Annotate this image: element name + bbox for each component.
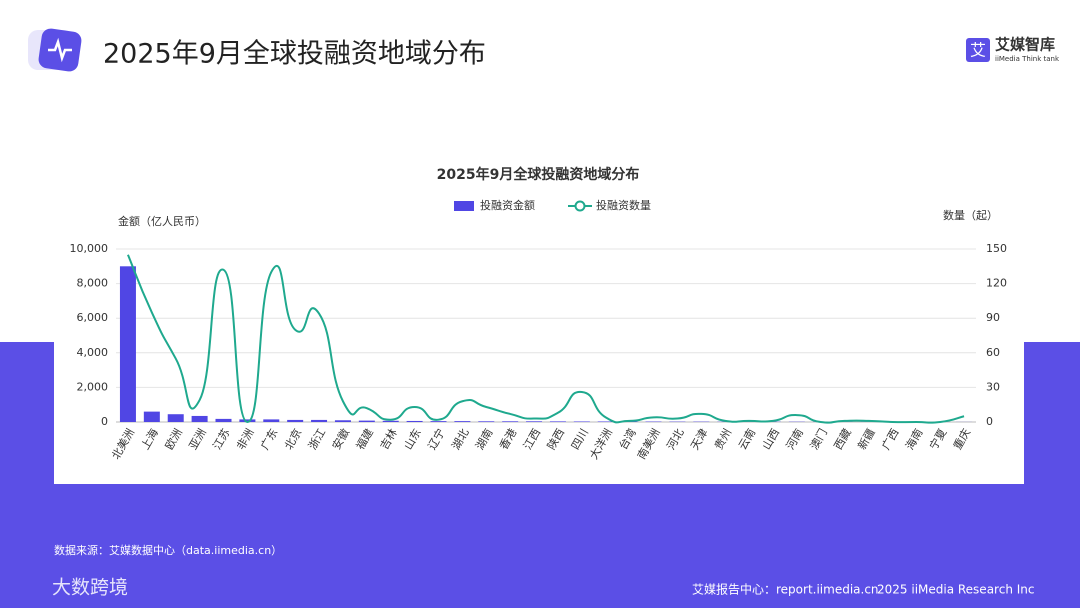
bar — [597, 421, 614, 422]
y2-tick-label: 90 — [986, 311, 1000, 324]
bar — [358, 420, 375, 422]
y2-tick-label: 150 — [986, 242, 1007, 255]
legend-label: 投融资数量 — [596, 198, 651, 212]
bar — [143, 411, 160, 422]
bar — [215, 418, 232, 422]
y-tick-label: 6,000 — [77, 311, 109, 324]
legend-label: 投融资金额 — [480, 198, 535, 212]
bar — [502, 421, 519, 422]
legend-swatch — [574, 200, 586, 212]
report-site: 艾媒报告中心：report.iimedia.cn — [692, 582, 879, 597]
line — [127, 254, 965, 424]
y-tick-label: 4,000 — [77, 346, 109, 359]
bar — [263, 419, 280, 422]
bar — [526, 421, 543, 422]
y2-tick-label: 60 — [986, 346, 1000, 359]
logo-name: 艾媒智库 — [995, 36, 1055, 54]
y-tick-label: 0 — [101, 415, 108, 428]
panel — [54, 140, 1024, 484]
y2-axis-title: 数量（起） — [943, 209, 998, 222]
bar — [549, 421, 566, 422]
source: 数据来源：艾媒数据中心（data.iimedia.cn） — [54, 543, 282, 557]
y-tick-label: 10,000 — [70, 242, 109, 255]
y2-tick-label: 30 — [986, 380, 1000, 393]
y-axis-title: 金额（亿人民币） — [118, 214, 206, 228]
bar — [573, 421, 590, 422]
y-tick-label: 2,000 — [77, 380, 109, 393]
bar — [191, 415, 208, 422]
bar — [382, 420, 399, 422]
bar — [406, 420, 423, 422]
legend-swatch — [454, 201, 474, 211]
y2-tick-label: 0 — [986, 415, 993, 428]
bar — [334, 420, 351, 422]
bar — [239, 419, 256, 422]
header-icon — [28, 28, 82, 72]
logo-sub: iiMedia Think tank — [995, 55, 1060, 63]
logo-mark: 艾 — [966, 38, 990, 62]
svg-text:艾: 艾 — [970, 41, 986, 60]
chart-title: 2025年9月全球投融资地域分布 — [437, 166, 640, 183]
copyright: 2025 iiMedia Research Inc — [877, 583, 1034, 597]
bar — [119, 266, 136, 422]
bar — [167, 414, 184, 422]
bar — [430, 421, 447, 422]
bar — [287, 419, 304, 422]
y2-tick-label: 120 — [986, 277, 1007, 290]
bar — [454, 421, 471, 422]
bar — [311, 419, 328, 422]
page-title: 2025年9月全球投融资地域分布 — [103, 39, 486, 70]
y-tick-label: 8,000 — [77, 277, 109, 290]
bar — [478, 421, 495, 422]
watermark: 大数跨境 — [52, 577, 128, 599]
